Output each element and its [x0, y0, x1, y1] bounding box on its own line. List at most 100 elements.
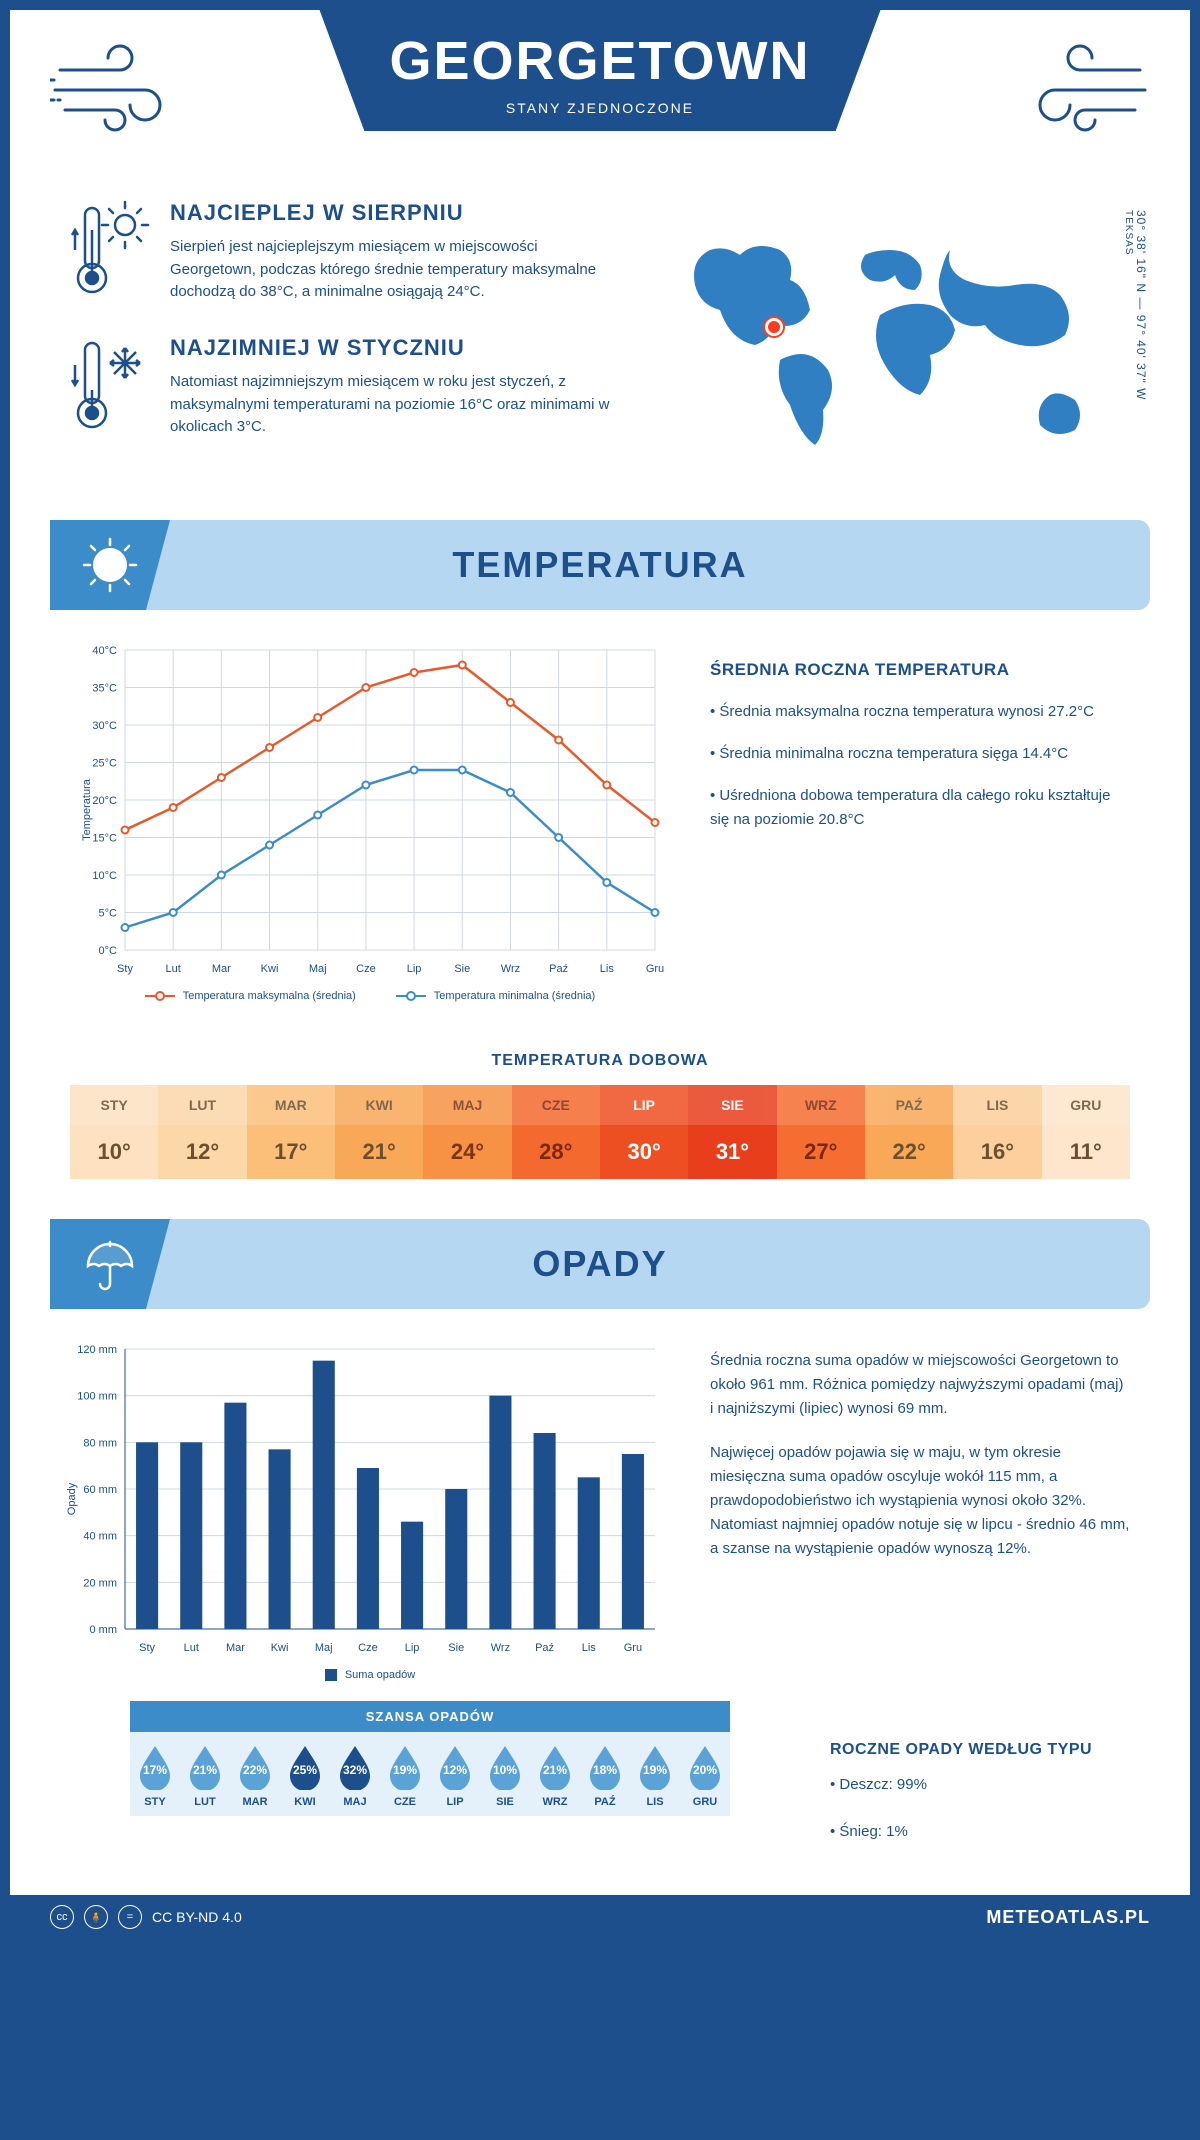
- nd-icon: =: [118, 1905, 142, 1929]
- svg-text:40°C: 40°C: [92, 645, 117, 657]
- svg-text:Maj: Maj: [315, 1642, 333, 1654]
- chance-col: 25%KWI: [280, 1744, 330, 1808]
- svg-text:Mar: Mar: [226, 1642, 245, 1654]
- region-label: TEKSAS: [1123, 210, 1134, 255]
- wind-icon: [50, 30, 190, 140]
- hottest-title: NAJCIEPLEJ W SIERPNIU: [170, 200, 620, 226]
- legend-min: Temperatura minimalna (średnia): [396, 990, 595, 1002]
- svg-text:20 mm: 20 mm: [83, 1577, 117, 1589]
- svg-text:60 mm: 60 mm: [83, 1484, 117, 1496]
- chance-col: 20%GRU: [680, 1744, 730, 1808]
- page-subtitle: STANY ZJEDNOCZONE: [389, 100, 810, 116]
- precipitation-chart: Opady 0 mm20 mm40 mm60 mm80 mm100 mm120 …: [70, 1339, 670, 1681]
- svg-text:Sie: Sie: [448, 1642, 464, 1654]
- precip-p2: Najwięcej opadów pojawia się w maju, w t…: [710, 1441, 1130, 1561]
- license-text: CC BY-ND 4.0: [152, 1909, 242, 1925]
- chance-col: 21%LUT: [180, 1744, 230, 1808]
- precip-type: • Deszcz: 99%: [830, 1771, 1130, 1798]
- svg-text:40 mm: 40 mm: [83, 1531, 117, 1543]
- chance-title: SZANSA OPADÓW: [130, 1701, 730, 1732]
- daily-temp-col: STY10°: [70, 1085, 158, 1179]
- world-map: [650, 200, 1130, 480]
- temperature-title: TEMPERATURA: [170, 544, 1030, 586]
- chance-col: 10%SIE: [480, 1744, 530, 1808]
- svg-text:Maj: Maj: [309, 963, 327, 975]
- chart-ylabel: Opady: [66, 1483, 78, 1515]
- temp-bullet: • Średnia minimalna roczna temperatura s…: [710, 742, 1130, 766]
- temp-bullet: • Uśredniona dobowa temperatura dla całe…: [710, 784, 1130, 832]
- svg-text:Gru: Gru: [624, 1642, 642, 1654]
- svg-text:25°C: 25°C: [92, 758, 117, 770]
- svg-text:Kwi: Kwi: [271, 1642, 289, 1654]
- svg-text:Cze: Cze: [358, 1642, 378, 1654]
- svg-text:Paź: Paź: [535, 1642, 554, 1654]
- precipitation-banner: OPADY: [50, 1219, 1150, 1309]
- svg-text:0 mm: 0 mm: [90, 1624, 118, 1636]
- chance-col: 19%CZE: [380, 1744, 430, 1808]
- daily-temp-col: CZE28°: [512, 1085, 600, 1179]
- chance-col: 12%LIP: [430, 1744, 480, 1808]
- svg-text:10°C: 10°C: [92, 870, 117, 882]
- daily-temp-col: MAR17°: [247, 1085, 335, 1179]
- thermometer-sun-icon: [70, 200, 150, 305]
- daily-temp-col: KWI21°: [335, 1085, 423, 1179]
- chance-col: 18%PAŹ: [580, 1744, 630, 1808]
- svg-text:Lip: Lip: [405, 1642, 420, 1654]
- svg-text:Paź: Paź: [549, 963, 568, 975]
- chance-col: 32%MAJ: [330, 1744, 380, 1808]
- daily-temp-col: SIE31°: [688, 1085, 776, 1179]
- site-name: METEOATLAS.PL: [986, 1907, 1150, 1928]
- daily-temp-col: GRU11°: [1042, 1085, 1130, 1179]
- svg-text:80 mm: 80 mm: [83, 1437, 117, 1449]
- svg-text:Gru: Gru: [646, 963, 664, 975]
- wind-icon: [1010, 30, 1150, 140]
- temp-info-title: ŚREDNIA ROCZNA TEMPERATURA: [710, 660, 1130, 680]
- precipitation-title: OPADY: [170, 1243, 1030, 1285]
- svg-text:Wrz: Wrz: [491, 1642, 510, 1654]
- precipitation-info: Średnia roczna suma opadów w miejscowośc…: [710, 1339, 1130, 1681]
- coordinates: 30° 38' 16" N — 97° 40' 37" W: [1134, 210, 1148, 400]
- svg-text:120 mm: 120 mm: [77, 1344, 117, 1356]
- umbrella-icon: [50, 1219, 170, 1309]
- svg-text:Sty: Sty: [117, 963, 133, 975]
- svg-text:0°C: 0°C: [99, 945, 118, 957]
- svg-text:Sie: Sie: [454, 963, 470, 975]
- svg-text:Lip: Lip: [407, 963, 422, 975]
- svg-text:35°C: 35°C: [92, 683, 117, 695]
- temperature-chart: Temperatura 0°C5°C10°C15°C20°C25°C30°C35…: [70, 640, 670, 1002]
- chance-col: 22%MAR: [230, 1744, 280, 1808]
- header: GEORGETOWN STANY ZJEDNOCZONE: [10, 10, 1190, 170]
- chart-ylabel: Temperatura: [81, 779, 93, 841]
- coldest-block: NAJZIMNIEJ W STYCZNIU Natomiast najzimni…: [70, 335, 620, 440]
- thermometer-snow-icon: [70, 335, 150, 440]
- precip-type-title: ROCZNE OPADY WEDŁUG TYPU: [830, 1741, 1130, 1759]
- precip-p1: Średnia roczna suma opadów w miejscowośc…: [710, 1349, 1130, 1421]
- daily-temp-col: LIP30°: [600, 1085, 688, 1179]
- by-icon: 🧍: [84, 1905, 108, 1929]
- cc-icon: cc: [50, 1905, 74, 1929]
- svg-text:30°C: 30°C: [92, 720, 117, 732]
- svg-text:Wrz: Wrz: [501, 963, 520, 975]
- hottest-block: NAJCIEPLEJ W SIERPNIU Sierpień jest najc…: [70, 200, 620, 305]
- legend-max: Temperatura maksymalna (średnia): [145, 990, 356, 1002]
- footer: cc 🧍 = CC BY-ND 4.0 METEOATLAS.PL: [10, 1895, 1190, 1939]
- daily-temp-col: PAŹ22°: [865, 1085, 953, 1179]
- map-pin: [765, 318, 783, 336]
- svg-text:Lut: Lut: [166, 963, 181, 975]
- svg-text:15°C: 15°C: [92, 833, 117, 845]
- svg-text:Cze: Cze: [356, 963, 376, 975]
- intro-section: NAJCIEPLEJ W SIERPNIU Sierpień jest najc…: [10, 170, 1190, 500]
- title-banner: GEORGETOWN STANY ZJEDNOCZONE: [319, 10, 880, 131]
- page-title: GEORGETOWN: [389, 30, 810, 92]
- chance-col: 17%STY: [130, 1744, 180, 1808]
- chance-col: 21%WRZ: [530, 1744, 580, 1808]
- chance-col: 19%LIS: [630, 1744, 680, 1808]
- coldest-text: Natomiast najzimniejszym miesiącem w rok…: [170, 371, 620, 439]
- legend-precip: Suma opadów: [325, 1669, 415, 1681]
- sun-icon: [50, 520, 170, 610]
- daily-temp-col: WRZ27°: [777, 1085, 865, 1179]
- precip-type: • Śnieg: 1%: [830, 1818, 1130, 1845]
- svg-text:Sty: Sty: [139, 1642, 155, 1654]
- svg-text:Lis: Lis: [600, 963, 615, 975]
- temperature-banner: TEMPERATURA: [50, 520, 1150, 610]
